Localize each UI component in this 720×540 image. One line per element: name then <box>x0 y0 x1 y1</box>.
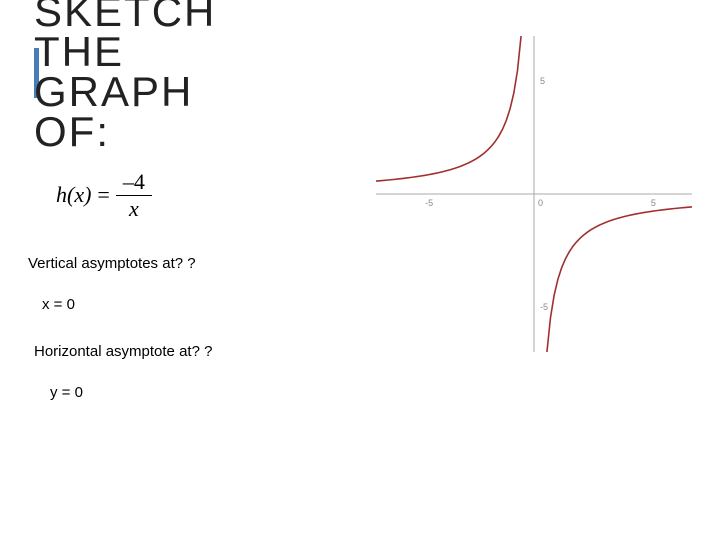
svg-text:-5: -5 <box>540 302 548 312</box>
formula-eq: = <box>97 182 109 208</box>
page-title: SKETCH THE GRAPH OF: <box>34 0 340 152</box>
formula-fraction: –4 x <box>116 170 152 222</box>
title-line-4: OF: <box>34 108 110 155</box>
horizontal-asymptote-question: Horizontal asymptote at? ? <box>34 343 340 360</box>
horizontal-asymptote-answer: y = 0 <box>50 384 340 401</box>
svg-text:0: 0 <box>538 198 543 208</box>
formula-lhs: h(x) <box>56 182 91 208</box>
svg-text:-5: -5 <box>425 198 433 208</box>
vertical-asymptote-question: Vertical asymptotes at? ? <box>28 255 340 272</box>
formula-denominator: x <box>129 197 139 221</box>
left-column: SKETCH THE GRAPH OF: h(x) = –4 x Vertica… <box>0 0 360 401</box>
vertical-asymptote-answer: x = 0 <box>42 296 340 313</box>
svg-text:5: 5 <box>651 198 656 208</box>
formula: h(x) = –4 x <box>56 170 340 222</box>
svg-text:5: 5 <box>540 76 545 86</box>
formula-numerator: –4 <box>123 170 145 194</box>
graph-svg: -5 0 5 5 -5 <box>376 36 692 352</box>
graph-panel: -5 0 5 5 -5 <box>376 36 692 352</box>
